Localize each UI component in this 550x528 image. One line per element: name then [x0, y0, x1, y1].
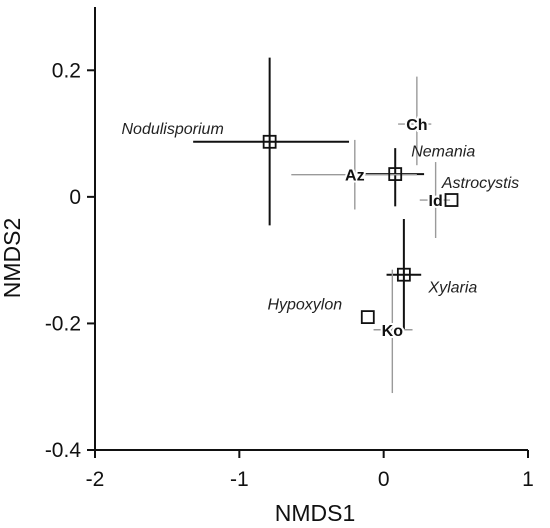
data-points: [262, 134, 459, 325]
point-label-nemania: Nemania: [411, 143, 475, 160]
x-tick-label: 0: [378, 468, 390, 491]
point-label-nodulisporium: Nodulisporium: [122, 121, 224, 138]
point-marker-astrocystis: [444, 193, 459, 207]
x-tick-label: 1: [522, 468, 534, 491]
point-label-xylaria: Xylaria: [427, 279, 477, 296]
site-label-az: Az: [345, 168, 365, 185]
x-tick-label: -2: [86, 468, 105, 491]
error-bars: [193, 57, 451, 394]
point-marker-xylaria: [396, 267, 411, 282]
site-label-ch: Ch: [406, 117, 427, 134]
y-tick-label: 0: [69, 186, 81, 209]
y-axis-title: NMDS2: [0, 218, 25, 299]
point-label-hypoxylon: Hypoxylon: [267, 296, 342, 313]
point-marker-nodulisporium: [262, 134, 277, 149]
point-marker-nemania: [388, 167, 403, 181]
y-tick-label: -0.2: [45, 312, 81, 335]
point-label-astrocystis: Astrocystis: [441, 175, 519, 192]
axes: -2 -1 0 1 0.2 0 -0.2 -0.4: [45, 7, 534, 491]
x-axis-title: NMDS1: [275, 500, 356, 526]
point-marker-hypoxylon: [360, 310, 375, 325]
y-tick-label: -0.4: [45, 439, 82, 462]
site-label-ko: Ko: [382, 323, 404, 340]
x-tick-label: -1: [230, 468, 249, 491]
y-tick-label: 0.2: [52, 59, 81, 82]
data-labels: Nodulisporium Nemania Astrocystis Xylaria Hy…: [122, 115, 520, 342]
site-label-id: Id: [429, 193, 443, 210]
